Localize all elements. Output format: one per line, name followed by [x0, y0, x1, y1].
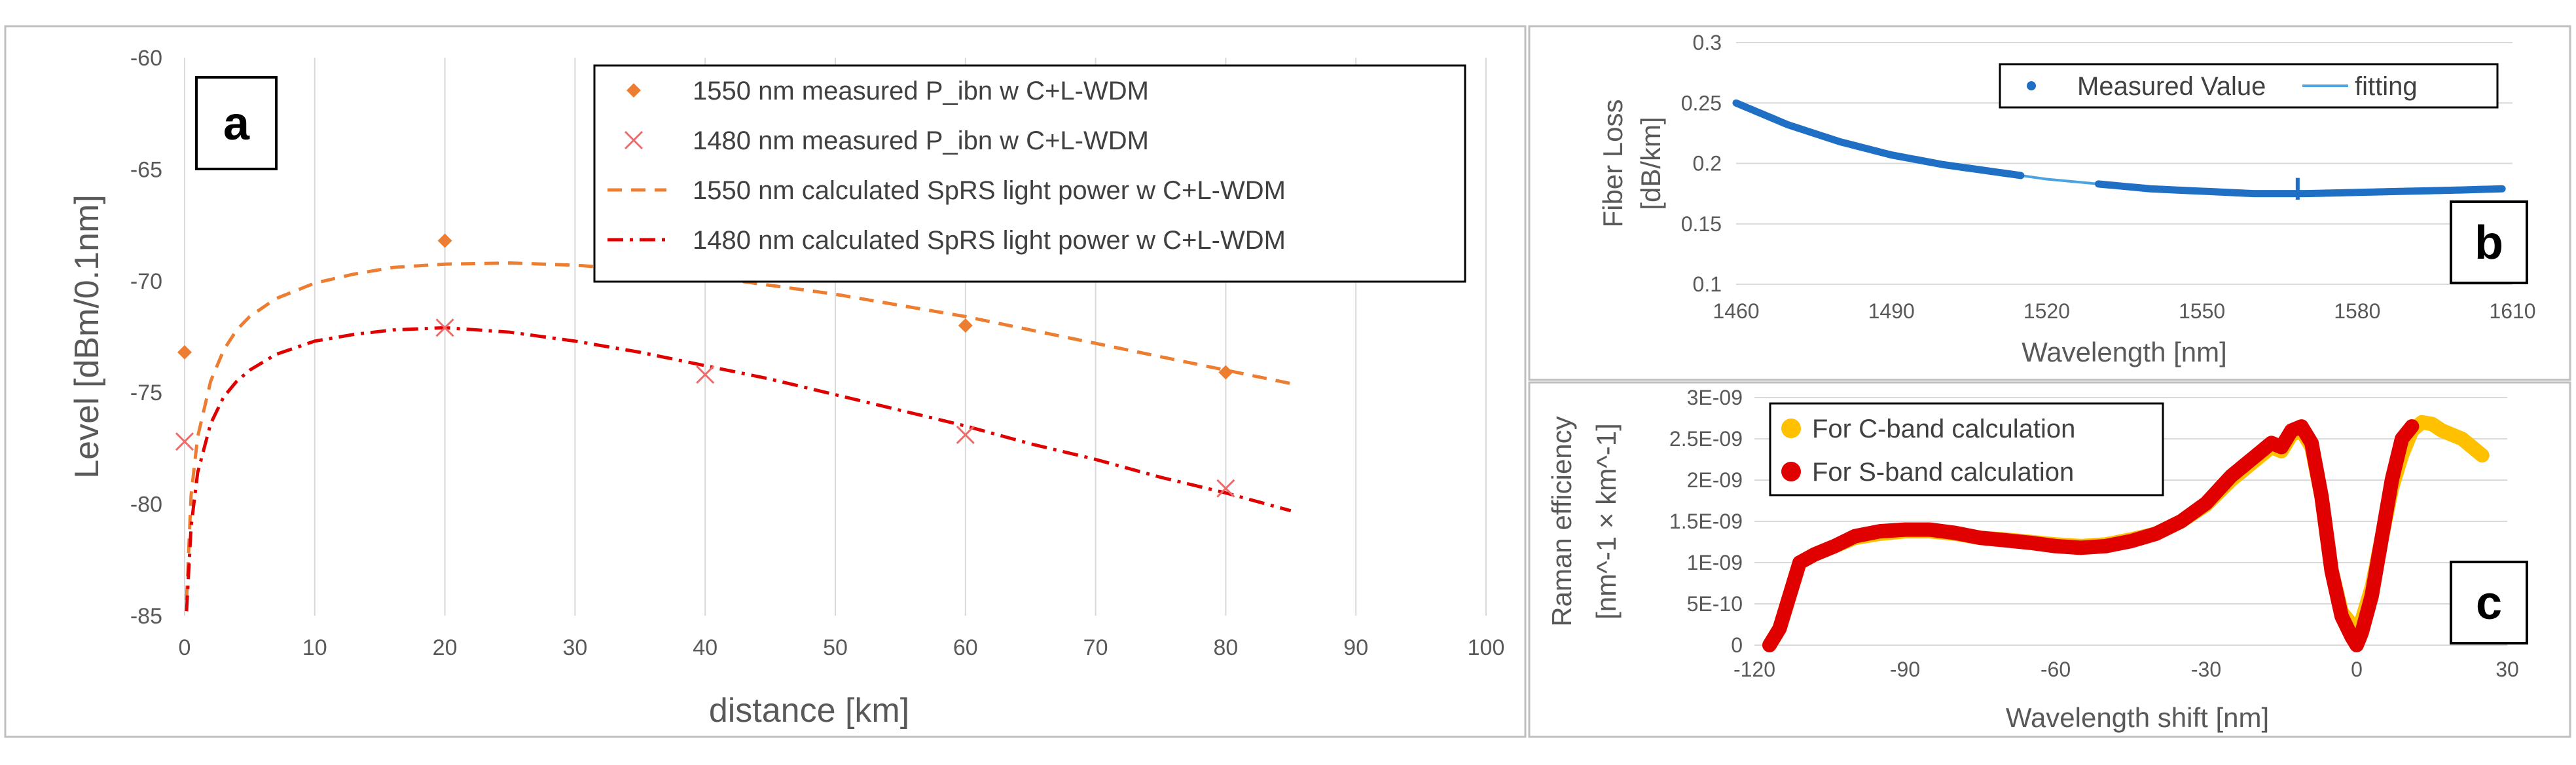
y-axis-label: Raman efficiency — [1546, 416, 1577, 626]
y-tick-label: -70 — [130, 269, 162, 294]
series-1550-calculated-line — [185, 261, 1292, 601]
x-tick-label: -60 — [2041, 658, 2071, 681]
x-tick-label: 50 — [823, 635, 848, 660]
legend-label: 1480 nm measured P_ibn w C+L-WDM — [693, 126, 1149, 155]
y-tick-label: 0.25 — [1681, 91, 1722, 115]
y-axis-label: Level [dBm/0.1nm] — [68, 195, 106, 479]
x-tick-label: 30 — [562, 635, 587, 660]
y-tick-label: -80 — [130, 493, 162, 517]
legend-label: 1480 nm calculated SpRS light power w C+… — [693, 226, 1286, 255]
x-axis-label: Wavelength [nm] — [2022, 337, 2227, 367]
legend-label: fitting — [2355, 72, 2418, 101]
x-tick-label: 30 — [2495, 658, 2519, 681]
x-tick-label: 10 — [302, 635, 327, 660]
series-1550-measured-point — [1218, 365, 1233, 380]
x-tick-label: -30 — [2191, 658, 2221, 681]
legend-marker — [624, 130, 644, 150]
y-tick-label: 2.5E-09 — [1669, 427, 1743, 451]
y-tick-label: 1.5E-09 — [1669, 510, 1743, 533]
series-1550-measured-point — [177, 345, 192, 360]
y-tick-label: 0.3 — [1693, 31, 1722, 54]
y-tick-label: -75 — [130, 381, 162, 405]
y-tick-label: 5E-10 — [1687, 592, 1743, 616]
legend-marker — [1781, 419, 1801, 438]
series-1550-measured-point — [437, 233, 452, 248]
y-tick-label: -60 — [130, 46, 162, 71]
x-tick-label: 70 — [1083, 635, 1108, 660]
series-1480-measured-point — [956, 425, 975, 445]
legend-box — [1999, 63, 2499, 109]
series-sband-line — [1762, 419, 2420, 652]
x-axis-label: distance [km] — [709, 692, 909, 730]
panel-badge-box — [2450, 561, 2528, 644]
x-tick-label: -120 — [1733, 658, 1775, 681]
x-tick-label: 100 — [1468, 635, 1505, 660]
series-1480-measured-point — [1216, 479, 1235, 498]
series-1480-measured-point — [435, 318, 454, 337]
y-axis-label: [dB/km] — [1635, 117, 1666, 210]
panel-badge-box — [2450, 200, 2528, 284]
legend-box — [1769, 402, 2164, 496]
series-1480-measured-point — [175, 432, 194, 451]
x-tick-label: 1490 — [1868, 299, 1915, 323]
legend-box — [593, 64, 1466, 283]
panel-a: 0 10 20 30 40 50 60 70 80 90 100 -85 -80 -75 -70 -65 -60… — [68, 46, 1504, 730]
x-tick-label: 90 — [1343, 635, 1368, 660]
panel-c: 0 5E-10 1E-09 1.5E-09 2E-09 2.5E-09 3E-09 -120 -… — [1546, 386, 2528, 733]
legend-label: 1550 nm measured P_ibn w C+L-WDM — [693, 77, 1149, 105]
y-tick-label: 0 — [1731, 633, 1743, 657]
legend-marker — [2027, 81, 2036, 90]
panel-badge-box — [195, 76, 278, 170]
y-tick-label: -85 — [130, 604, 162, 629]
x-tick-label: 1550 — [2179, 299, 2225, 323]
panel-badge-label: c — [2476, 577, 2502, 629]
legend-label: For S-band calculation — [1812, 458, 2074, 487]
y-tick-label: -65 — [130, 157, 162, 182]
y-tick-label: 0.15 — [1681, 212, 1722, 236]
panel-badge-label: a — [223, 98, 250, 150]
y-axis-label: Fiber Loss — [1597, 99, 1628, 227]
y-tick-label: 3E-09 — [1687, 386, 1743, 409]
panel-badge-label: b — [2475, 217, 2503, 269]
x-tick-label: 1580 — [2334, 299, 2380, 323]
x-tick-label: 60 — [953, 635, 978, 660]
y-axis-label: [nm^-1 × km^-1] — [1591, 423, 1622, 620]
series-measured-segment — [1732, 99, 2025, 179]
x-tick-label: 80 — [1213, 635, 1238, 660]
x-tick-label: 0 — [179, 635, 191, 660]
series-1480-measured-point — [696, 365, 715, 384]
legend-marker — [1781, 462, 1801, 481]
legend-label: 1550 nm calculated SpRS light power w C+… — [693, 176, 1286, 205]
x-tick-label: 1610 — [2489, 299, 2535, 323]
series-1550-measured-point — [958, 318, 973, 333]
x-tick-label: 40 — [693, 635, 717, 660]
x-tick-label: -90 — [1890, 658, 1920, 681]
y-tick-label: 0.1 — [1693, 272, 1722, 296]
x-axis-label: Wavelength shift [nm] — [2006, 702, 2269, 733]
x-tick-label: 1520 — [2023, 299, 2070, 323]
x-tick-label: 20 — [433, 635, 458, 660]
panel-b: 0.1 0.15 0.2 0.25 0.3 1460 1490 1520 1550 1580 161… — [1597, 31, 2536, 367]
legend-label: For C-band calculation — [1812, 415, 2075, 443]
legend-label: Measured Value — [2077, 72, 2266, 101]
y-tick-label: 1E-09 — [1687, 551, 1743, 574]
y-tick-label: 0.2 — [1693, 152, 1722, 176]
legend-marker — [626, 83, 641, 98]
x-tick-label: 0 — [2351, 658, 2363, 681]
series-measured-segment — [2094, 180, 2506, 198]
x-tick-label: 1460 — [1713, 299, 1759, 323]
y-tick-label: 2E-09 — [1687, 468, 1743, 492]
series-1480-calculated-line — [185, 326, 1292, 612]
